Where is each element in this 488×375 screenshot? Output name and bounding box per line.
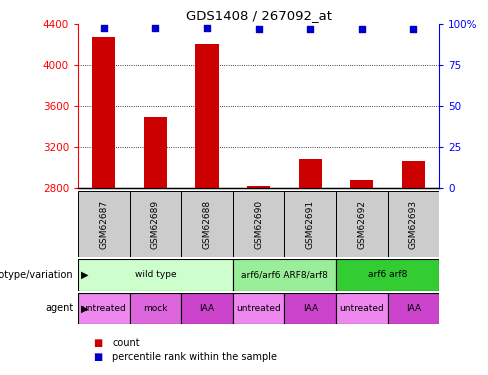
Bar: [233, 191, 285, 257]
Text: IAA: IAA: [303, 304, 318, 313]
Point: [306, 26, 314, 32]
Text: percentile rank within the sample: percentile rank within the sample: [112, 352, 277, 362]
Bar: [402, 161, 425, 188]
Bar: [336, 259, 439, 291]
Text: GSM62690: GSM62690: [254, 200, 263, 249]
Point: [255, 26, 263, 32]
Bar: [130, 191, 181, 257]
Text: genotype/variation: genotype/variation: [0, 270, 73, 280]
Bar: [233, 259, 336, 291]
Bar: [233, 292, 285, 324]
Text: arf6/arf6 ARF8/arf8: arf6/arf6 ARF8/arf8: [241, 270, 328, 279]
Text: IAA: IAA: [200, 304, 215, 313]
Text: GSM62688: GSM62688: [203, 200, 212, 249]
Text: GSM62693: GSM62693: [409, 200, 418, 249]
Bar: [350, 180, 373, 188]
Bar: [130, 292, 181, 324]
Point: [203, 25, 211, 31]
Bar: [247, 186, 270, 188]
Bar: [78, 191, 130, 257]
Point: [409, 26, 417, 32]
Bar: [285, 292, 336, 324]
Text: wild type: wild type: [135, 270, 176, 279]
Bar: [92, 37, 116, 188]
Text: mock: mock: [143, 304, 168, 313]
Bar: [78, 259, 233, 291]
Bar: [336, 292, 387, 324]
Point: [358, 26, 366, 32]
Bar: [181, 191, 233, 257]
Text: ■: ■: [93, 352, 102, 362]
Text: GSM62691: GSM62691: [305, 200, 315, 249]
Text: GSM62687: GSM62687: [100, 200, 108, 249]
Bar: [181, 292, 233, 324]
Text: IAA: IAA: [406, 304, 421, 313]
Text: arf6 arf8: arf6 arf8: [368, 270, 407, 279]
Bar: [285, 191, 336, 257]
Bar: [387, 191, 439, 257]
Text: ■: ■: [93, 338, 102, 348]
Text: ▶: ▶: [81, 270, 88, 280]
Title: GDS1408 / 267092_at: GDS1408 / 267092_at: [185, 9, 332, 22]
Bar: [144, 117, 167, 188]
Bar: [336, 191, 387, 257]
Text: GSM62692: GSM62692: [357, 200, 366, 249]
Text: agent: agent: [45, 303, 73, 313]
Text: GSM62689: GSM62689: [151, 200, 160, 249]
Text: untreated: untreated: [236, 304, 281, 313]
Bar: [387, 292, 439, 324]
Bar: [196, 44, 219, 188]
Point: [152, 25, 160, 31]
Bar: [299, 159, 322, 188]
Text: untreated: untreated: [81, 304, 126, 313]
Bar: [78, 292, 130, 324]
Point: [100, 25, 108, 31]
Text: untreated: untreated: [340, 304, 384, 313]
Text: ▶: ▶: [81, 303, 88, 313]
Text: count: count: [112, 338, 140, 348]
